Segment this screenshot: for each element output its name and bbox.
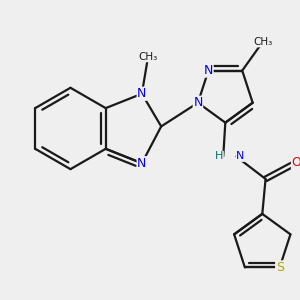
Text: N: N (137, 157, 147, 170)
Text: N: N (193, 96, 203, 109)
Text: N: N (137, 87, 147, 100)
Text: CH₃: CH₃ (253, 37, 272, 47)
Text: N: N (204, 64, 213, 77)
Text: H: H (215, 151, 223, 161)
Text: O: O (292, 156, 300, 169)
Text: N: N (236, 151, 244, 161)
Text: S: S (276, 261, 284, 274)
Text: CH₃: CH₃ (138, 52, 158, 62)
